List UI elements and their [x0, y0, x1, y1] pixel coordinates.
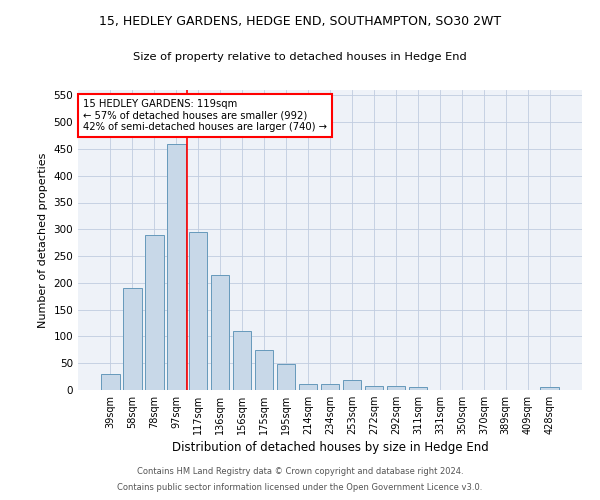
Bar — [101, 374, 119, 390]
Bar — [167, 144, 185, 390]
Bar — [189, 232, 208, 390]
Bar — [211, 275, 229, 390]
Bar — [255, 350, 274, 390]
Bar — [386, 386, 405, 390]
Bar — [277, 364, 295, 390]
Bar — [145, 234, 164, 390]
X-axis label: Distribution of detached houses by size in Hedge End: Distribution of detached houses by size … — [172, 442, 488, 454]
Bar — [299, 384, 317, 390]
Bar — [409, 388, 427, 390]
Bar — [343, 380, 361, 390]
Text: Size of property relative to detached houses in Hedge End: Size of property relative to detached ho… — [133, 52, 467, 62]
Bar — [541, 388, 559, 390]
Bar — [320, 384, 340, 390]
Bar — [233, 331, 251, 390]
Text: Contains public sector information licensed under the Open Government Licence v3: Contains public sector information licen… — [118, 484, 482, 492]
Y-axis label: Number of detached properties: Number of detached properties — [38, 152, 48, 328]
Text: 15 HEDLEY GARDENS: 119sqm
← 57% of detached houses are smaller (992)
42% of semi: 15 HEDLEY GARDENS: 119sqm ← 57% of detac… — [83, 99, 327, 132]
Bar — [365, 386, 383, 390]
Bar — [123, 288, 142, 390]
Text: Contains HM Land Registry data © Crown copyright and database right 2024.: Contains HM Land Registry data © Crown c… — [137, 467, 463, 476]
Text: 15, HEDLEY GARDENS, HEDGE END, SOUTHAMPTON, SO30 2WT: 15, HEDLEY GARDENS, HEDGE END, SOUTHAMPT… — [99, 15, 501, 28]
